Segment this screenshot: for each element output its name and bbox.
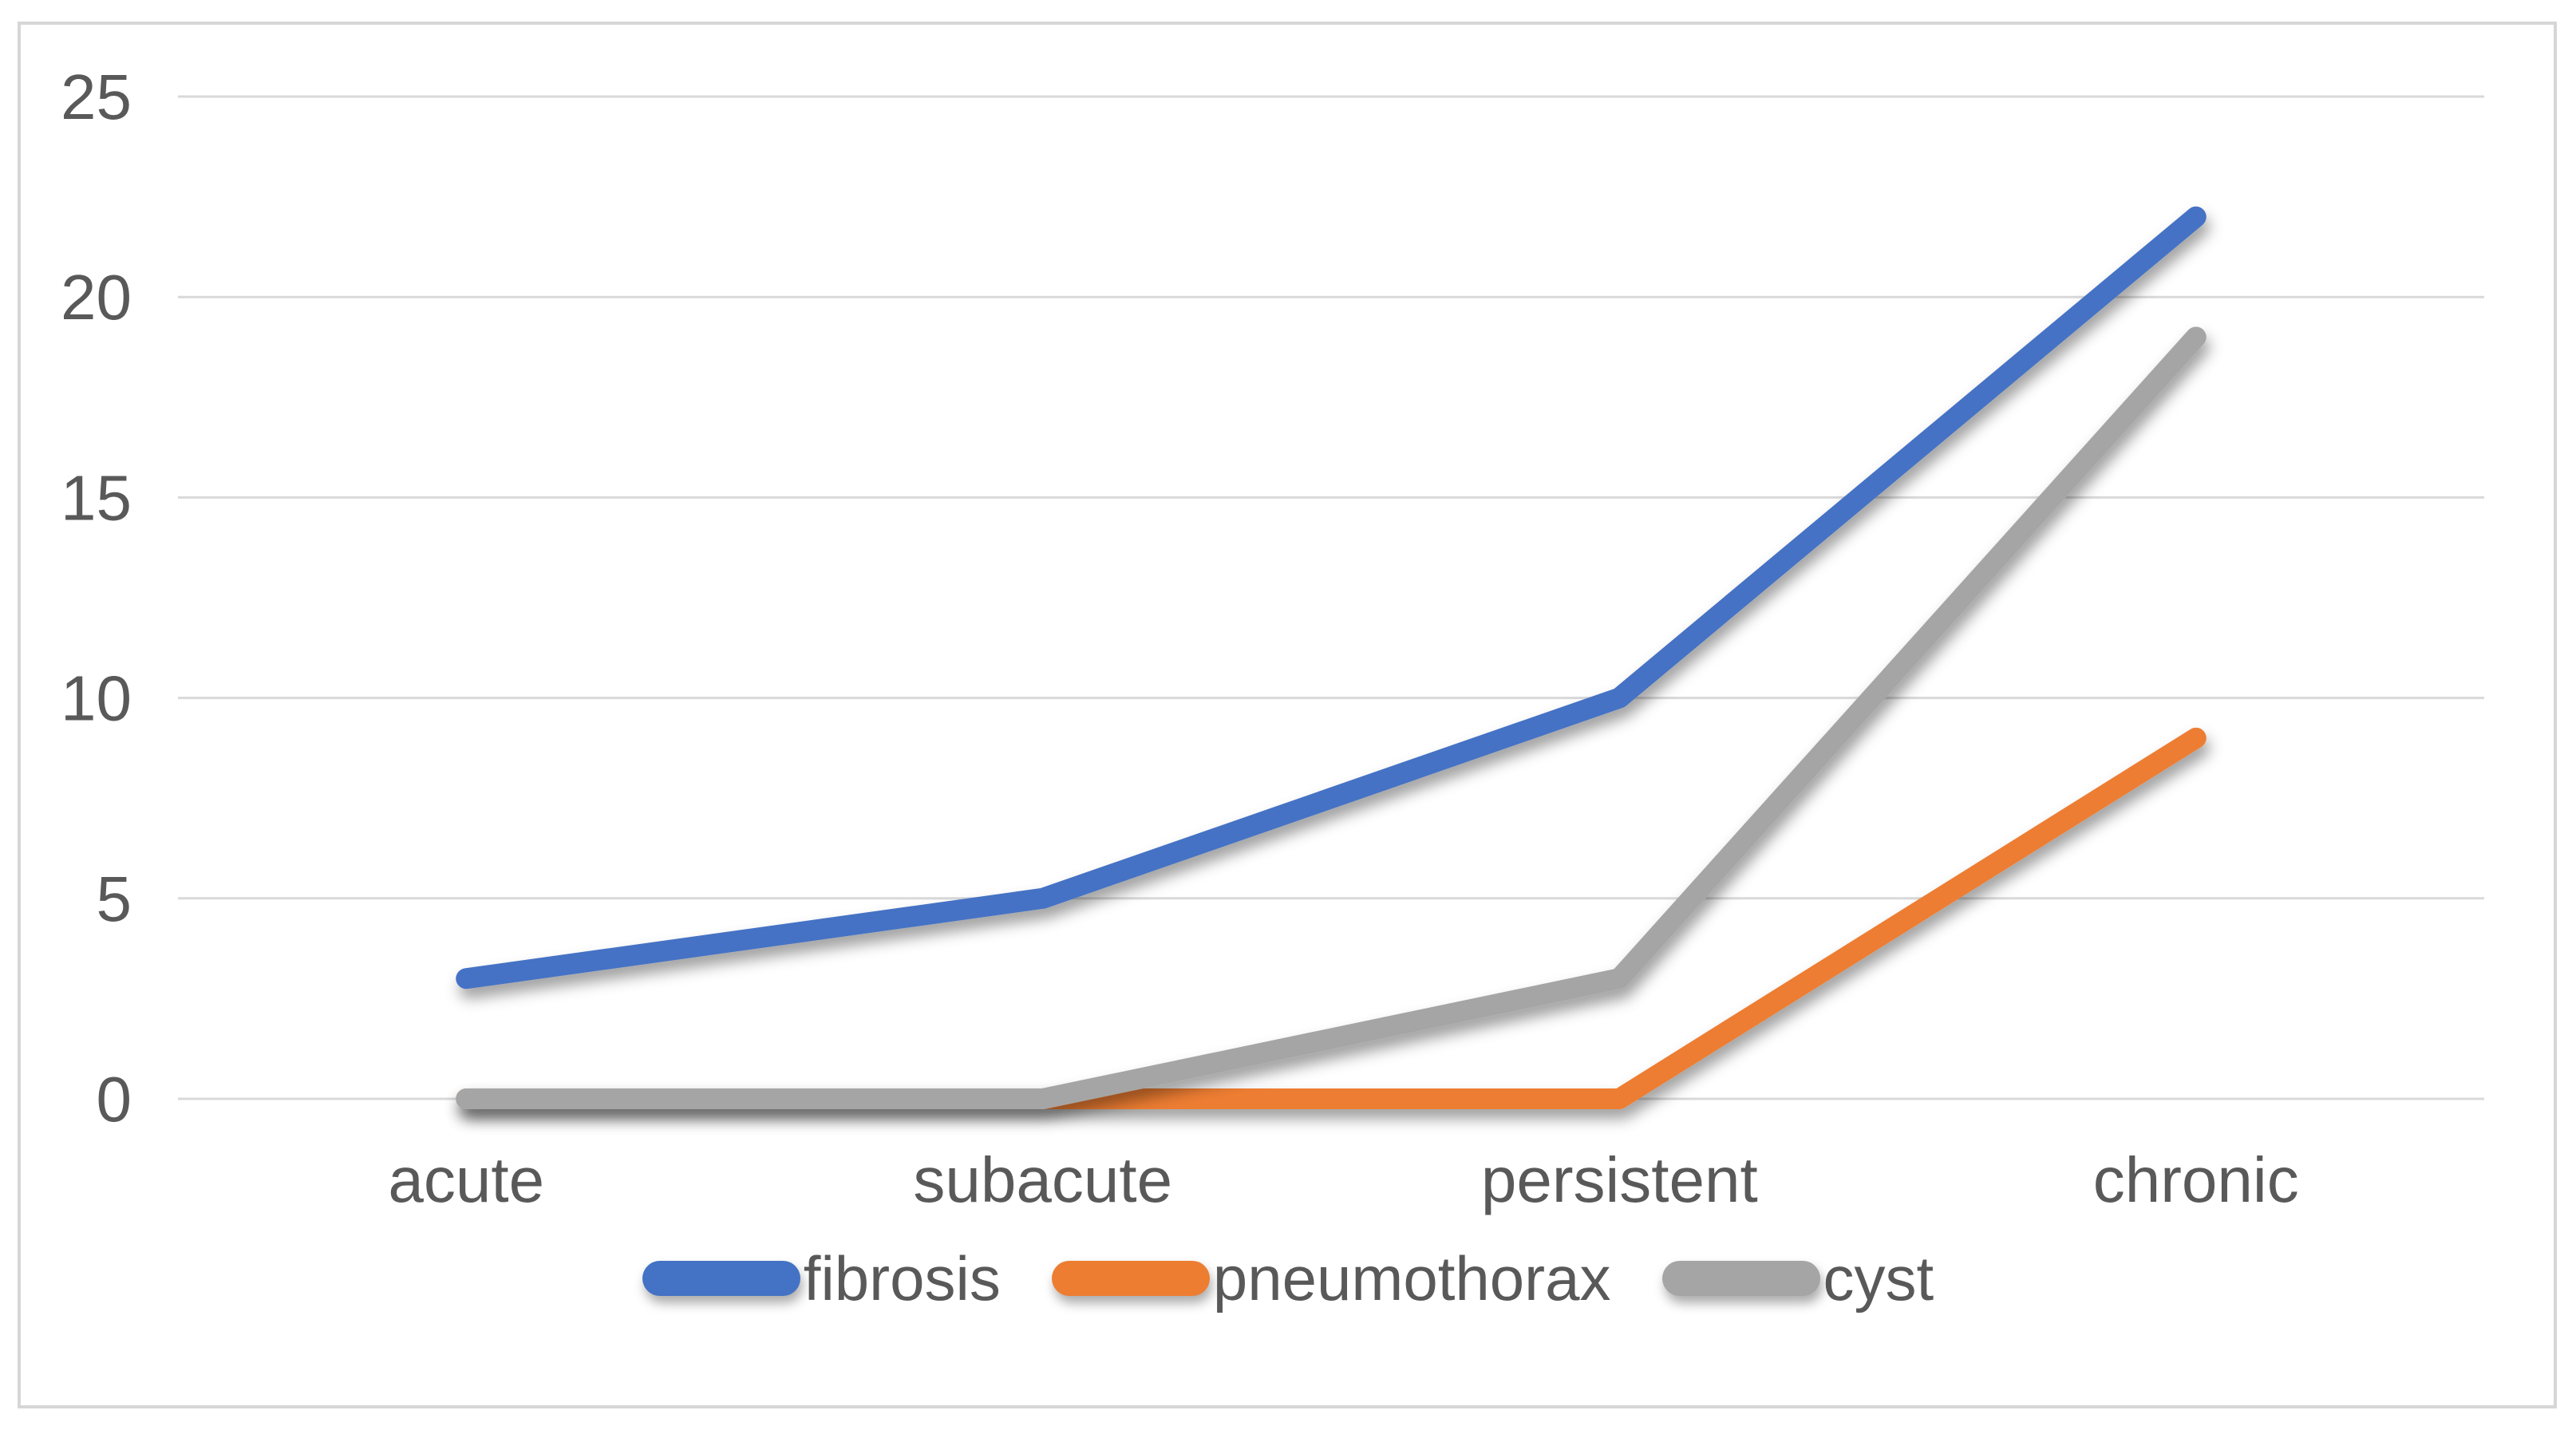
x-axis-category-label: chronic <box>2093 1144 2299 1215</box>
series-line-cyst <box>456 326 2207 1109</box>
chart-legend: fibrosis pneumothorax cyst <box>0 1238 2576 1318</box>
pneumothorax-line-swatch-icon <box>1051 1261 1210 1296</box>
x-axis-category-label: persistent <box>1481 1144 1758 1215</box>
x-axis-labels-group: acute subacute persistent chronic <box>388 1144 2298 1215</box>
y-axis-tick-label: 15 <box>61 462 132 533</box>
cyst-line-swatch-icon <box>1661 1261 1820 1296</box>
chart-border-frame <box>18 22 2557 1408</box>
x-axis-category-label: acute <box>388 1144 544 1215</box>
legend-item-cyst: cyst <box>1661 1243 1934 1313</box>
y-axis-tick-label: 0 <box>97 1064 132 1135</box>
legend-label-fibrosis: fibrosis <box>803 1243 1001 1313</box>
series-line-fibrosis <box>456 206 2207 990</box>
legend-item-fibrosis: fibrosis <box>642 1247 1001 1310</box>
y-axis-tick-label: 20 <box>61 262 132 333</box>
legend-item-pneumothorax: pneumothorax <box>1051 1243 1611 1313</box>
y-axis-tick-label: 25 <box>61 61 132 132</box>
y-axis-labels-group: 0 5 10 15 20 25 <box>61 61 132 1135</box>
x-axis-category-label: subacute <box>913 1144 1172 1215</box>
fibrosis-line-swatch-icon <box>642 1261 800 1296</box>
y-axis-tick-label: 5 <box>97 863 132 934</box>
legend-label-cyst: cyst <box>1823 1243 1934 1313</box>
y-axis-tick-label: 10 <box>61 663 132 734</box>
legend-label-pneumothorax: pneumothorax <box>1212 1243 1611 1313</box>
series-lines-group <box>456 206 2207 1109</box>
gridlines-group <box>178 95 2484 1100</box>
